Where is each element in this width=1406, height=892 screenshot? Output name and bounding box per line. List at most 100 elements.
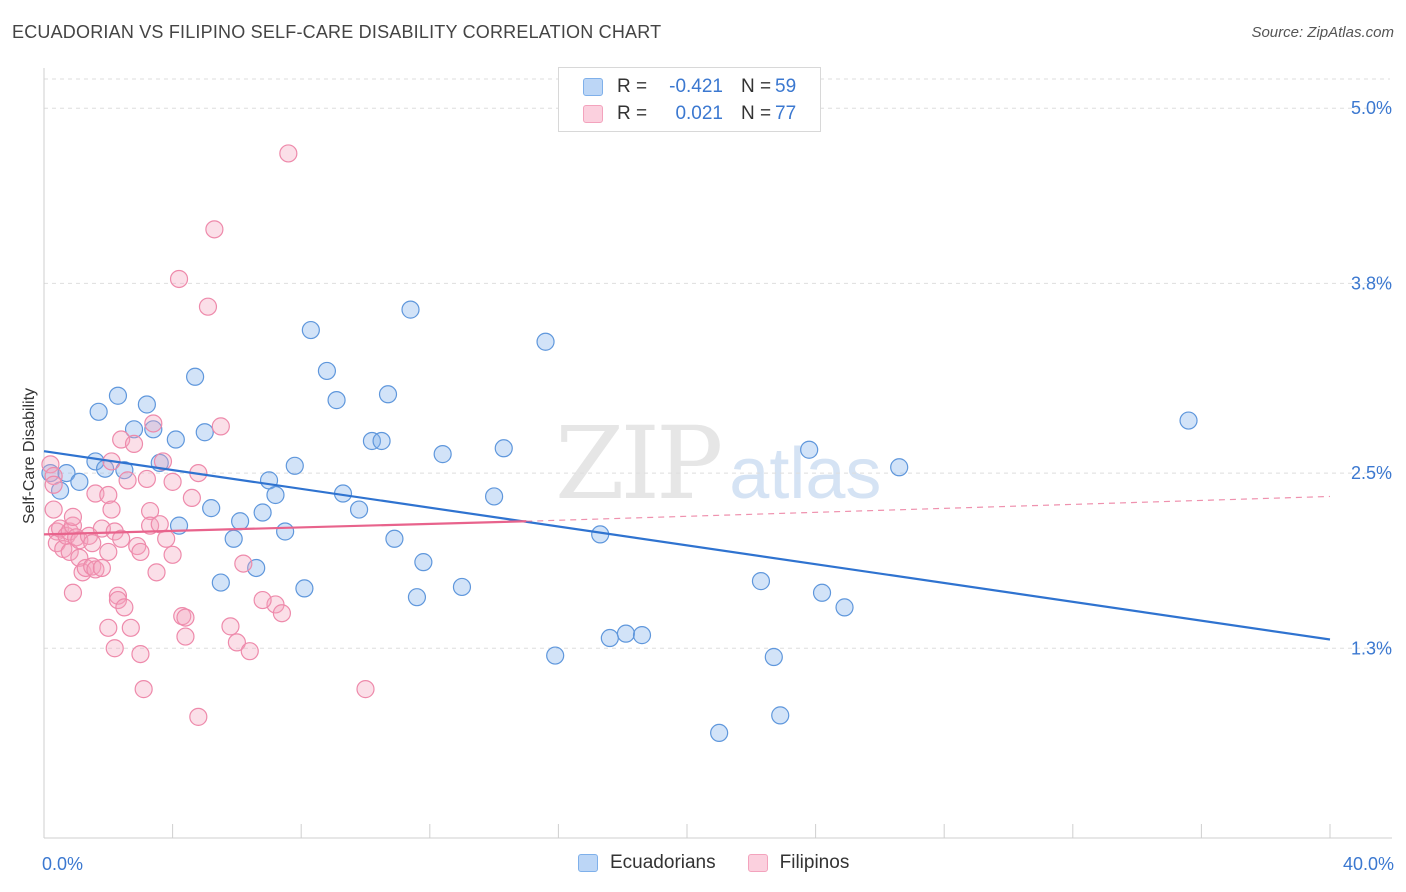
trend-line-ecuadorians bbox=[43, 450, 1331, 641]
point-ecuadorians bbox=[144, 420, 163, 439]
point-ecuadorians bbox=[407, 588, 427, 607]
series-swatch-filipinos bbox=[747, 854, 768, 872]
legend-r-label: R = bbox=[617, 103, 648, 124]
point-ecuadorians bbox=[285, 456, 304, 475]
point-ecuadorians bbox=[224, 529, 243, 548]
chart-title: ECUADORIAN VS FILIPINO SELF-CARE DISABIL… bbox=[12, 22, 662, 42]
point-filipinos bbox=[163, 472, 182, 491]
point-ecuadorians bbox=[108, 386, 128, 405]
watermark-zip: ZIP bbox=[555, 405, 723, 522]
point-filipinos bbox=[227, 633, 246, 652]
point-ecuadorians bbox=[349, 500, 369, 519]
point-ecuadorians bbox=[600, 628, 619, 648]
legend-row-filipinos: R = 0.021 N = 77 bbox=[583, 103, 796, 125]
point-ecuadorians bbox=[362, 431, 382, 451]
series-label-filipinos: Filipinos bbox=[779, 852, 850, 873]
point-filipinos bbox=[83, 557, 102, 576]
point-filipinos bbox=[108, 586, 128, 605]
point-ecuadorians bbox=[890, 458, 909, 477]
legend-n-label: N = bbox=[741, 76, 772, 97]
point-ecuadorians bbox=[295, 579, 314, 598]
point-filipinos bbox=[131, 542, 150, 562]
point-ecuadorians bbox=[546, 646, 565, 665]
point-filipinos bbox=[76, 558, 95, 578]
point-filipinos bbox=[137, 469, 156, 489]
legend-r-value: 0.021 bbox=[675, 103, 723, 124]
point-filipinos bbox=[234, 554, 253, 573]
point-filipinos bbox=[176, 608, 195, 627]
point-ecuadorians bbox=[385, 529, 404, 548]
point-filipinos bbox=[102, 500, 121, 519]
point-filipinos bbox=[182, 488, 201, 508]
point-ecuadorians bbox=[195, 423, 214, 442]
point-filipinos bbox=[134, 680, 153, 699]
point-ecuadorians bbox=[301, 320, 320, 340]
point-filipinos bbox=[44, 500, 63, 519]
point-filipinos bbox=[221, 617, 240, 636]
point-filipinos bbox=[198, 297, 218, 316]
point-ecuadorians bbox=[317, 361, 337, 381]
point-filipinos bbox=[128, 536, 147, 556]
point-filipinos bbox=[124, 434, 144, 454]
legend-n-value: 77 bbox=[775, 103, 797, 124]
point-filipinos bbox=[189, 707, 208, 726]
point-filipinos bbox=[108, 590, 128, 610]
legend-n-label: N = bbox=[741, 103, 772, 124]
point-ecuadorians bbox=[452, 577, 472, 597]
point-filipinos bbox=[118, 471, 137, 490]
point-ecuadorians bbox=[616, 624, 636, 643]
x-tick-label: 0.0% bbox=[42, 854, 83, 874]
point-filipinos bbox=[169, 269, 189, 289]
point-ecuadorians bbox=[414, 553, 433, 572]
point-ecuadorians bbox=[494, 439, 513, 458]
point-filipinos bbox=[41, 455, 60, 474]
point-ecuadorians bbox=[536, 332, 555, 351]
point-filipinos bbox=[92, 558, 111, 578]
point-filipinos bbox=[147, 563, 166, 582]
point-filipinos bbox=[63, 507, 83, 526]
series-swatch-ecuadorians bbox=[578, 854, 598, 872]
point-ecuadorians bbox=[764, 647, 783, 667]
point-ecuadorians bbox=[276, 522, 295, 541]
point-ecuadorians bbox=[751, 572, 771, 591]
watermark-atlas: atlas bbox=[729, 434, 882, 514]
point-filipinos bbox=[63, 583, 83, 602]
point-filipinos bbox=[131, 644, 150, 664]
y-axis-label: Self-Care Disability bbox=[21, 387, 38, 525]
series-label-ecuadorians: Ecuadorians bbox=[610, 852, 716, 873]
point-ecuadorians bbox=[211, 573, 230, 592]
trend-line-filipinos bbox=[43, 520, 527, 536]
point-filipinos bbox=[83, 534, 102, 553]
series-legend-filipinos[interactable]: Filipinos bbox=[747, 852, 850, 874]
legend-n-value: 59 bbox=[775, 76, 797, 97]
point-filipinos bbox=[153, 452, 173, 471]
source-label: Source: ZipAtlas.com bbox=[1251, 24, 1394, 41]
point-filipinos bbox=[253, 590, 272, 610]
legend-swatch-ecuadorians bbox=[583, 78, 603, 96]
point-filipinos bbox=[211, 417, 230, 436]
point-filipinos bbox=[86, 560, 105, 579]
point-ecuadorians bbox=[327, 391, 346, 410]
point-ecuadorians bbox=[1179, 411, 1198, 430]
point-filipinos bbox=[140, 501, 160, 521]
point-ecuadorians bbox=[401, 300, 420, 319]
point-filipinos bbox=[356, 680, 375, 699]
point-ecuadorians bbox=[710, 723, 729, 743]
legend-r-value: -0.421 bbox=[669, 76, 723, 97]
point-ecuadorians bbox=[835, 598, 854, 617]
point-ecuadorians bbox=[812, 583, 832, 602]
point-filipinos bbox=[115, 598, 134, 617]
point-filipinos bbox=[112, 529, 131, 548]
point-ecuadorians bbox=[433, 445, 452, 464]
point-filipinos bbox=[99, 542, 118, 562]
legend-r-label: R = bbox=[617, 76, 648, 97]
correlation-legend: R = -0.421 N = 59 R = 0.021 N = 77 bbox=[558, 67, 821, 132]
point-filipinos bbox=[44, 475, 63, 494]
point-ecuadorians bbox=[231, 512, 250, 531]
point-ecuadorians bbox=[202, 499, 221, 518]
point-ecuadorians bbox=[253, 503, 272, 522]
series-legend-ecuadorians[interactable]: Ecuadorians bbox=[578, 852, 716, 874]
point-ecuadorians bbox=[186, 367, 205, 386]
legend-swatch-filipinos bbox=[583, 105, 603, 123]
point-filipinos bbox=[157, 529, 176, 548]
